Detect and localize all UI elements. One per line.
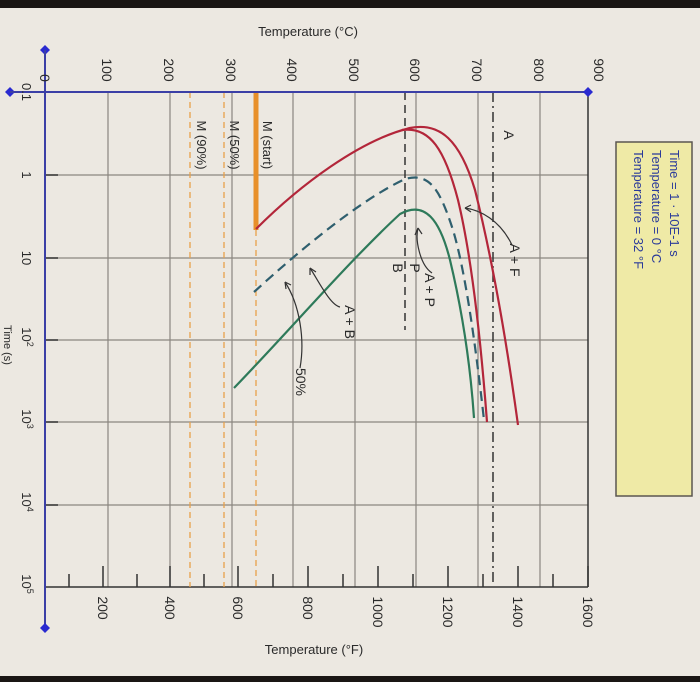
tick-t-100000: 105 (19, 574, 35, 593)
tick-c-700: 700 (469, 58, 485, 82)
tick-exponent: 3 (25, 424, 35, 429)
tick-t-10000: 104 (19, 492, 35, 511)
region-labels: A A + F A + P P B A + B 50% M (start) M … (194, 120, 523, 396)
label-a-plus-p: A + P (422, 273, 438, 307)
info-box (615, 141, 693, 497)
tick-t-100: 102 (19, 327, 35, 346)
chart-frame (0, 8, 700, 676)
grid-horizontal (45, 174, 588, 506)
curve-start-outer-red (255, 125, 520, 426)
label-m-start: M (start) (260, 121, 275, 169)
info-temp-f: Temperature = 32 °F (631, 150, 646, 269)
celsius-tick-labels: 0 100 200 300 400 500 600 700 800 900 (37, 58, 607, 82)
label-a-plus-b: A + B (342, 305, 358, 339)
label-a-plus-f: A + F (507, 243, 523, 276)
tick-c-300: 300 (223, 58, 239, 82)
tick-t-10: 10 (19, 251, 34, 265)
tick-base: 10 (19, 409, 34, 423)
curve-finish-green (233, 208, 476, 419)
tick-c-0: 0 (37, 74, 53, 82)
label-m-90: M (90%) (194, 120, 209, 169)
tick-base: 10 (19, 574, 34, 588)
curve-50-percent-dashed (253, 176, 486, 421)
tick-f-400: 400 (162, 596, 178, 620)
tick-c-600: 600 (407, 58, 423, 82)
time-tick-labels: 0.1 1 10 102 103 104 105 (19, 83, 35, 594)
label-m-50: M (50%) (227, 120, 242, 169)
info-temp-c: Temperature = 0 °C (649, 150, 664, 263)
axis-handle-bottom[interactable] (40, 623, 50, 633)
tick-f-1000: 1000 (370, 596, 386, 627)
label-bainite: B (390, 263, 406, 272)
tick-c-500: 500 (346, 58, 362, 82)
celsius-axis-title: Temperature (°C) (258, 24, 358, 39)
tick-f-800: 800 (300, 596, 316, 620)
tick-c-400: 400 (284, 58, 300, 82)
curve-ferrite-inner-red (401, 128, 489, 423)
label-austenite: A (501, 130, 517, 140)
tick-exponent: 4 (25, 507, 35, 512)
tick-c-800: 800 (531, 58, 547, 82)
axis-handle-right[interactable] (583, 87, 593, 97)
tick-base: 10 (19, 327, 34, 341)
label-pearlite: P (407, 263, 423, 272)
tick-f-600: 600 (230, 596, 246, 620)
fahrenheit-ticks (68, 566, 589, 587)
tick-f-1200: 1200 (440, 596, 456, 627)
tick-t-1000: 103 (19, 409, 35, 428)
tick-c-200: 200 (161, 58, 177, 82)
tick-c-100: 100 (99, 58, 115, 82)
tick-exponent: 5 (25, 589, 35, 594)
annotation-arrows (284, 204, 513, 369)
tick-t-0.1: 0.1 (19, 83, 34, 101)
tick-t-1: 1 (19, 171, 34, 178)
fahrenheit-tick-labels: 200 400 600 800 1000 1200 1400 1600 (95, 596, 596, 627)
label-50-percent: 50% (293, 368, 309, 396)
tick-base: 10 (19, 492, 34, 506)
time-ticks (45, 174, 58, 506)
time-axis-title: Time (s) (1, 325, 13, 365)
info-time: Time = 1 · 10E-1 s (667, 150, 682, 257)
tick-c-900: 900 (591, 58, 607, 82)
tick-f-200: 200 (95, 596, 111, 620)
tick-exponent: 2 (25, 342, 35, 347)
fahrenheit-axis-title: Temperature (°F) (265, 642, 363, 657)
tick-f-1600: 1600 (580, 596, 596, 627)
tick-f-1400: 1400 (510, 596, 526, 627)
